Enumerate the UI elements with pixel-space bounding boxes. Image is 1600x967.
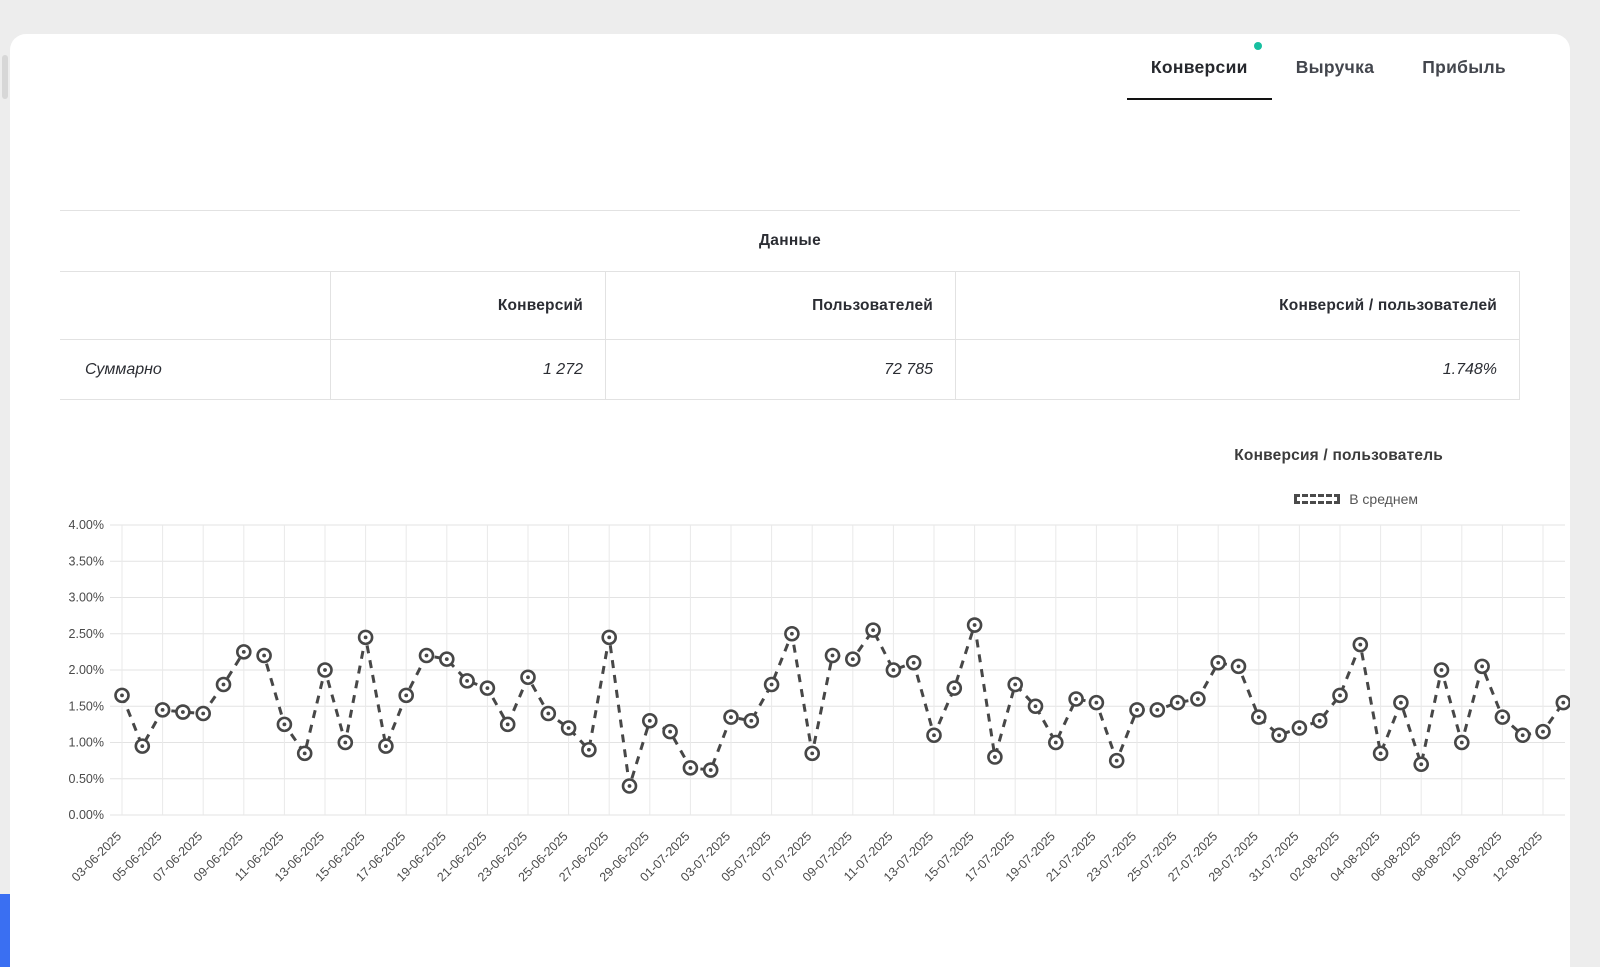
svg-text:3.00%: 3.00% xyxy=(69,591,104,605)
metric-tabs: Конверсии Выручка Прибыль xyxy=(1126,42,1530,100)
tab-conversions[interactable]: Конверсии xyxy=(1126,42,1272,100)
column-header-conversions: Конверсий xyxy=(330,272,605,340)
dashed-line-legend-swatch xyxy=(1294,494,1341,504)
table-title: Данные xyxy=(60,210,1520,272)
legend-label: В среднем xyxy=(1349,491,1418,507)
tab-revenue[interactable]: Выручка xyxy=(1272,54,1399,98)
svg-text:0.50%: 0.50% xyxy=(69,772,104,786)
tab-label: Конверсии xyxy=(1150,57,1248,77)
svg-text:1.00%: 1.00% xyxy=(69,736,104,750)
chart-title: Конверсия / пользователь xyxy=(1234,447,1443,464)
column-header-empty xyxy=(60,272,330,340)
page-edge-accent xyxy=(0,894,10,967)
left-scrollbar-thumb[interactable] xyxy=(2,55,8,99)
main-panel: Конверсии Выручка Прибыль Данные Конверс… xyxy=(10,34,1572,967)
svg-text:4.00%: 4.00% xyxy=(69,518,104,532)
svg-text:3.50%: 3.50% xyxy=(69,554,104,568)
cell-users: 72 785 xyxy=(605,340,955,400)
column-header-users: Пользователей xyxy=(605,272,955,340)
cell-conv-per-user: 1.748% xyxy=(955,340,1520,400)
tab-label: Выручка xyxy=(1295,57,1375,77)
summary-table: Данные Конверсий Пользователей Конверсий… xyxy=(60,210,1520,400)
svg-text:2.00%: 2.00% xyxy=(69,663,104,677)
svg-text:2.50%: 2.50% xyxy=(69,627,104,641)
tab-label: Прибыль xyxy=(1422,57,1506,77)
tab-profit[interactable]: Прибыль xyxy=(1398,54,1530,98)
cell-conversions: 1 272 xyxy=(330,340,605,400)
tab-indicator-dot xyxy=(1253,42,1262,50)
svg-text:0.00%: 0.00% xyxy=(69,808,104,822)
column-header-conv-per-user: Конверсий / пользователей xyxy=(955,272,1520,340)
line-chart-canvas: 0.00% 0.50% 1.00% 1.50% 2.00% 2.50% 3.00% 3.50%… xyxy=(69,518,1572,884)
chart-legend[interactable]: В среднем xyxy=(1294,491,1418,507)
conversion-per-user-chart: 0.00% 0.50% 1.00% 1.50% 2.00% 2.50% 3.00% 3.50%… xyxy=(60,518,1572,958)
row-label-total: Суммарно xyxy=(60,340,330,400)
svg-text:1.50%: 1.50% xyxy=(69,699,104,713)
